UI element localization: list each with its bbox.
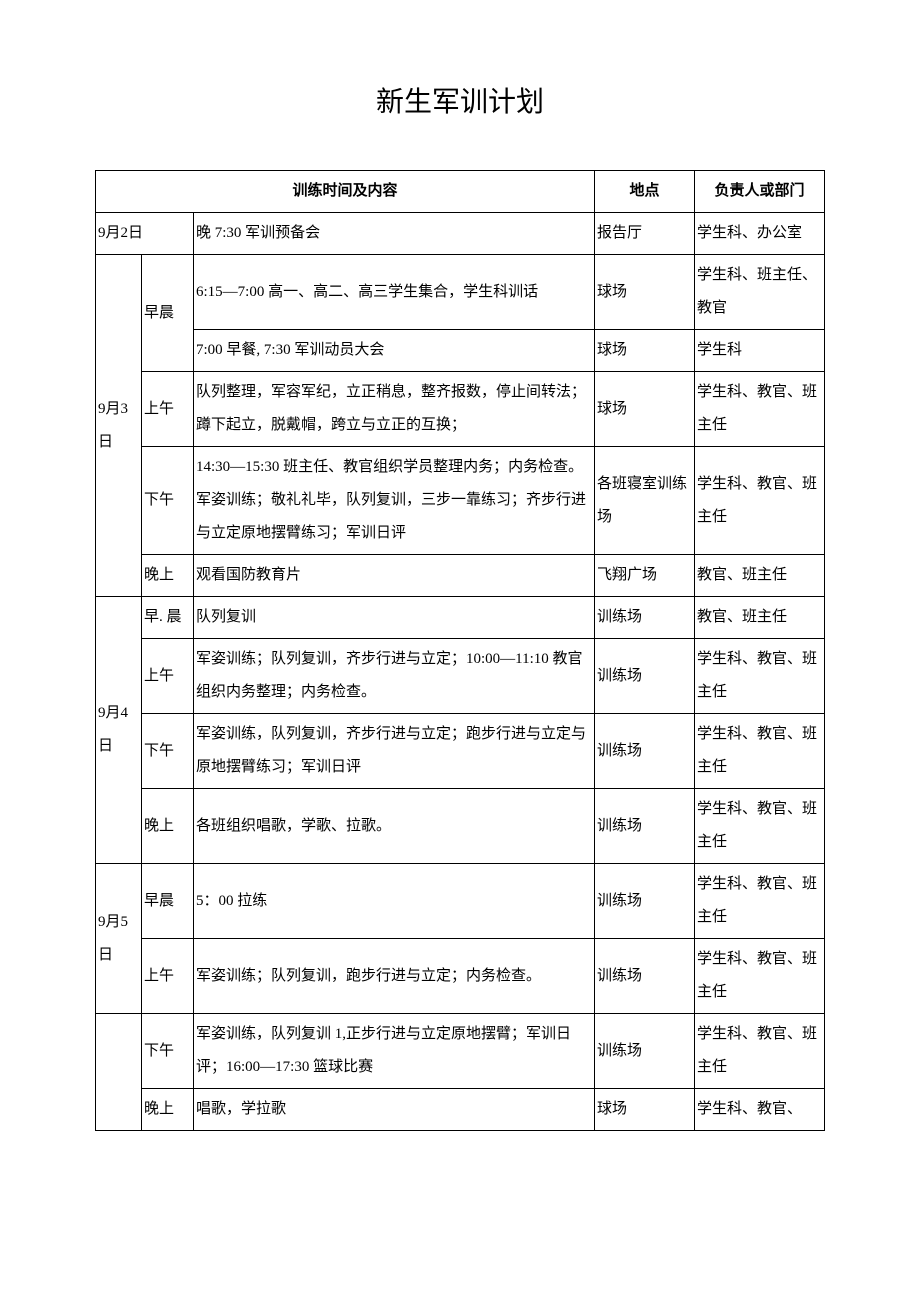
cell-period: 早. 晨	[142, 597, 194, 639]
table-row: 晚上 各班组织唱歌，学歌、拉歌。 训练场 学生科、教官、班主任	[96, 789, 825, 864]
table-row: 下午 军姿训练，队列复训，齐步行进与立定；跑步行进与立定与原地摆臂练习；军训日评…	[96, 714, 825, 789]
cell-period: 下午	[142, 714, 194, 789]
cell-period: 上午	[142, 939, 194, 1014]
cell-person: 学生科、班主任、教官	[695, 255, 825, 330]
table-row: 上午 军姿训练；队列复训，跑步行进与立定；内务检查。 训练场 学生科、教官、班主…	[96, 939, 825, 1014]
cell-date: 9月3日	[96, 255, 142, 597]
page-title: 新生军训计划	[95, 80, 825, 120]
cell-person: 学生科、教官、班主任	[695, 714, 825, 789]
table-row: 7:00 早餐, 7:30 军训动员大会 球场 学生科	[96, 330, 825, 372]
cell-content: 队列复训	[194, 597, 595, 639]
table-row: 上午 队列整理，军容军纪，立正稍息，整齐报数，停止间转法；蹲下起立，脱戴帽，跨立…	[96, 372, 825, 447]
table-row: 上午 军姿训练；队列复训，齐步行进与立定；10:00—11:10 教官组织内务整…	[96, 639, 825, 714]
cell-content: 各班组织唱歌，学歌、拉歌。	[194, 789, 595, 864]
cell-content: 军姿训练，队列复训，齐步行进与立定；跑步行进与立定与原地摆臂练习；军训日评	[194, 714, 595, 789]
cell-date: 9月2日	[96, 213, 194, 255]
table-header-row: 训练时间及内容 地点 负责人或部门	[96, 171, 825, 213]
cell-location: 训练场	[595, 714, 695, 789]
cell-location: 球场	[595, 372, 695, 447]
cell-location: 训练场	[595, 597, 695, 639]
table-row: 9月5日 早晨 5：00 拉练 训练场 学生科、教官、班主任	[96, 864, 825, 939]
cell-person: 教官、班主任	[695, 597, 825, 639]
cell-period: 晚上	[142, 789, 194, 864]
cell-person: 学生科、教官、班主任	[695, 639, 825, 714]
cell-period: 下午	[142, 447, 194, 555]
cell-person: 教官、班主任	[695, 555, 825, 597]
cell-date	[96, 1014, 142, 1131]
cell-period: 晚上	[142, 1089, 194, 1131]
cell-location: 各班寝室训练场	[595, 447, 695, 555]
cell-person: 学生科	[695, 330, 825, 372]
cell-content: 观看国防教育片	[194, 555, 595, 597]
cell-person: 学生科、教官、班主任	[695, 447, 825, 555]
cell-person: 学生科、教官、班主任	[695, 939, 825, 1014]
cell-location: 球场	[595, 1089, 695, 1131]
cell-content: 5：00 拉练	[194, 864, 595, 939]
cell-location: 训练场	[595, 639, 695, 714]
cell-period: 晚上	[142, 555, 194, 597]
cell-person: 学生科、教官、班主任	[695, 372, 825, 447]
cell-period: 早晨	[142, 864, 194, 939]
cell-period: 上午	[142, 639, 194, 714]
cell-content: 队列整理，军容军纪，立正稍息，整齐报数，停止间转法；蹲下起立，脱戴帽，跨立与立正…	[194, 372, 595, 447]
cell-content: 14:30—15:30 班主任、教官组织学员整理内务；内务检查。军姿训练；敬礼礼…	[194, 447, 595, 555]
table-row: 9月4日 早. 晨 队列复训 训练场 教官、班主任	[96, 597, 825, 639]
table-row: 下午 军姿训练，队列复训 1,正步行进与立定原地摆臂；军训日评；16:00—17…	[96, 1014, 825, 1089]
cell-location: 报告厅	[595, 213, 695, 255]
cell-content: 军姿训练；队列复训，跑步行进与立定；内务检查。	[194, 939, 595, 1014]
table-row: 晚上 观看国防教育片 飞翔广场 教官、班主任	[96, 555, 825, 597]
cell-content: 7:00 早餐, 7:30 军训动员大会	[194, 330, 595, 372]
cell-date: 9月4日	[96, 597, 142, 864]
schedule-table: 训练时间及内容 地点 负责人或部门 9月2日 晚 7:30 军训预备会 报告厅 …	[95, 170, 825, 1131]
header-person: 负责人或部门	[695, 171, 825, 213]
cell-location: 球场	[595, 330, 695, 372]
cell-person: 学生科、教官、	[695, 1089, 825, 1131]
cell-person: 学生科、办公室	[695, 213, 825, 255]
cell-content: 6:15—7:00 高一、高二、高三学生集合，学生科训话	[194, 255, 595, 330]
cell-location: 飞翔广场	[595, 555, 695, 597]
header-location: 地点	[595, 171, 695, 213]
cell-content: 晚 7:30 军训预备会	[194, 213, 595, 255]
table-row: 9月3日 早晨 6:15—7:00 高一、高二、高三学生集合，学生科训话 球场 …	[96, 255, 825, 330]
cell-location: 训练场	[595, 1014, 695, 1089]
cell-content: 军姿训练，队列复训 1,正步行进与立定原地摆臂；军训日评；16:00—17:30…	[194, 1014, 595, 1089]
cell-location: 球场	[595, 255, 695, 330]
cell-location: 训练场	[595, 939, 695, 1014]
table-row: 晚上 唱歌，学拉歌 球场 学生科、教官、	[96, 1089, 825, 1131]
cell-person: 学生科、教官、班主任	[695, 864, 825, 939]
cell-period: 上午	[142, 372, 194, 447]
cell-period: 早晨	[142, 255, 194, 372]
cell-location: 训练场	[595, 864, 695, 939]
cell-person: 学生科、教官、班主任	[695, 789, 825, 864]
table-row: 下午 14:30—15:30 班主任、教官组织学员整理内务；内务检查。军姿训练；…	[96, 447, 825, 555]
cell-location: 训练场	[595, 789, 695, 864]
cell-person: 学生科、教官、班主任	[695, 1014, 825, 1089]
table-row: 9月2日 晚 7:30 军训预备会 报告厅 学生科、办公室	[96, 213, 825, 255]
cell-period: 下午	[142, 1014, 194, 1089]
cell-content: 军姿训练；队列复训，齐步行进与立定；10:00—11:10 教官组织内务整理；内…	[194, 639, 595, 714]
header-time-content: 训练时间及内容	[96, 171, 595, 213]
cell-content: 唱歌，学拉歌	[194, 1089, 595, 1131]
cell-date: 9月5日	[96, 864, 142, 1014]
